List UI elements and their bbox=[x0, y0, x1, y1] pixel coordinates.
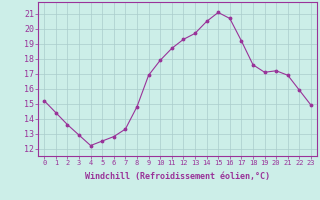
X-axis label: Windchill (Refroidissement éolien,°C): Windchill (Refroidissement éolien,°C) bbox=[85, 172, 270, 181]
